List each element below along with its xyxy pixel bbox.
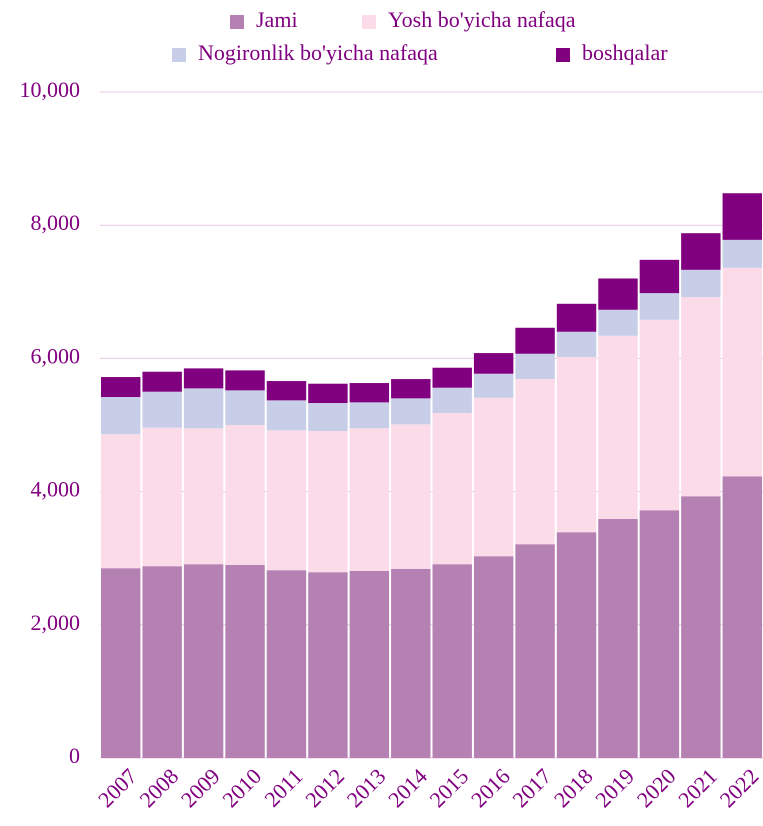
- bar-segment: [556, 357, 597, 533]
- bar-segment: [142, 427, 182, 567]
- legend-swatch: [556, 48, 570, 62]
- bar-segment: [225, 564, 265, 758]
- bar-segment: [598, 518, 638, 758]
- bar-segment: [598, 335, 638, 519]
- bar-segment: [432, 413, 472, 565]
- bar-segment: [681, 297, 721, 497]
- bar-segment: [722, 476, 762, 758]
- x-tick-label: 2019: [590, 763, 639, 812]
- y-tick-label: 0: [69, 743, 80, 768]
- x-tick-label: 2016: [466, 763, 515, 812]
- bar-segment: [266, 381, 307, 401]
- y-tick-label: 6,000: [31, 343, 81, 368]
- bar-segment: [515, 544, 555, 758]
- bar-segment: [432, 564, 472, 758]
- bar-segment: [639, 293, 680, 320]
- bar-segment: [308, 572, 348, 758]
- x-tick-label: 2018: [549, 763, 598, 812]
- bar-segment: [101, 397, 141, 435]
- x-tick-label: 2010: [217, 763, 266, 812]
- legend-label: boshqalar: [582, 40, 668, 65]
- bar-segment: [308, 383, 348, 404]
- bar-segment: [183, 368, 224, 389]
- legend-swatch: [172, 48, 186, 62]
- legend-swatch: [362, 15, 376, 29]
- x-tick-label: 2012: [300, 763, 349, 812]
- x-tick-label: 2022: [715, 763, 763, 812]
- x-tick-label: 2009: [176, 763, 225, 812]
- x-tick-label: 2015: [425, 763, 474, 812]
- bar-segment: [432, 387, 472, 414]
- bar-segment: [101, 377, 141, 398]
- bar-segment: [225, 425, 265, 565]
- legend-label: Yosh bo'yicha nafaqa: [388, 7, 576, 32]
- bar-segment: [183, 564, 224, 758]
- bar-segment: [183, 428, 224, 565]
- bar-segment: [681, 496, 721, 758]
- bar-segment: [266, 570, 307, 758]
- bar-segment: [225, 370, 265, 391]
- y-tick-label: 10,000: [20, 77, 81, 102]
- bar-segment: [681, 269, 721, 298]
- bar-segment: [639, 510, 680, 758]
- x-tick-label: 2013: [342, 763, 391, 812]
- legend-swatch: [230, 15, 244, 29]
- bar-segment: [101, 434, 141, 569]
- bar-segment: [722, 239, 762, 268]
- x-tick-label: 2007: [93, 763, 142, 812]
- x-tick-label: 2017: [507, 763, 556, 812]
- bar-segment: [225, 390, 265, 425]
- y-tick-label: 2,000: [31, 610, 81, 635]
- bar-segment: [349, 570, 390, 758]
- y-tick-label: 8,000: [31, 210, 81, 235]
- bar-segment: [556, 331, 597, 358]
- bar-segment: [101, 568, 141, 758]
- bar-segment: [515, 327, 555, 354]
- bar-segment: [266, 430, 307, 571]
- bar-segment: [473, 373, 514, 398]
- bar-segment: [142, 391, 182, 428]
- bar-segment: [556, 532, 597, 758]
- bar-segment: [391, 379, 431, 399]
- bar-segment: [639, 319, 680, 511]
- bar-segment: [598, 278, 638, 310]
- x-tick-label: 2021: [673, 763, 722, 812]
- bar-segment: [349, 428, 390, 571]
- legend-label: Jami: [256, 7, 298, 32]
- bar-segment: [308, 403, 348, 431]
- x-tick-label: 2014: [383, 763, 432, 812]
- bar-segment: [639, 259, 680, 294]
- x-tick-label: 2020: [632, 763, 681, 812]
- bar-segment: [432, 367, 472, 388]
- bar-segment: [266, 400, 307, 431]
- y-tick-label: 4,000: [31, 477, 81, 502]
- bar-segment: [391, 398, 431, 425]
- bar-segment: [308, 430, 348, 573]
- bar-segment: [556, 303, 597, 332]
- bar-segment: [473, 353, 514, 374]
- x-tick-label: 2008: [134, 763, 183, 812]
- x-tick-label: 2011: [259, 763, 307, 811]
- bar-segment: [598, 309, 638, 336]
- legend-label: Nogironlik bo'yicha nafaqa: [198, 40, 438, 65]
- bar-segment: [681, 233, 721, 270]
- bar-segment: [391, 424, 431, 569]
- bar-segment: [183, 388, 224, 429]
- bar-segment: [722, 193, 762, 240]
- bar-segment: [515, 353, 555, 380]
- bar-segment: [142, 566, 182, 758]
- bar-segment: [473, 397, 514, 557]
- bar-segment: [349, 402, 390, 429]
- bar-segment: [473, 556, 514, 758]
- bar-segment: [722, 267, 762, 477]
- bar-segment: [142, 371, 182, 392]
- bar-segment: [391, 568, 431, 758]
- bar-segment: [349, 383, 390, 403]
- bar-segment: [515, 379, 555, 545]
